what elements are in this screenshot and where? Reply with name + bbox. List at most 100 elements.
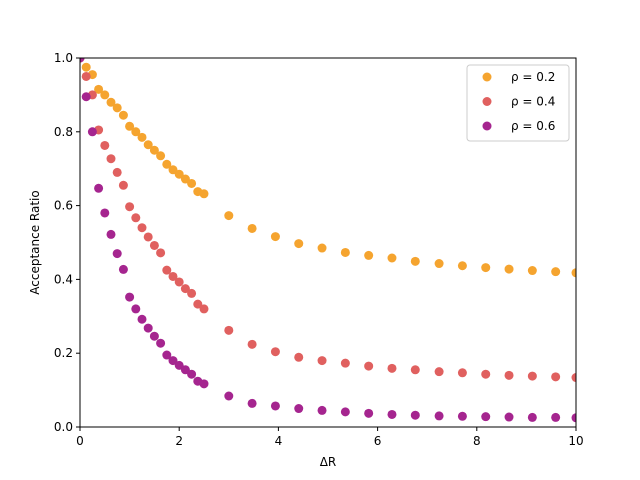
data-point-series-1 (481, 263, 491, 273)
legend-marker (482, 97, 492, 106)
data-point-series-2 (527, 371, 537, 381)
data-point-series-3 (294, 404, 304, 414)
data-point-series-1 (270, 232, 280, 242)
legend-marker (482, 121, 492, 131)
y-tick-label: 0.0 (54, 420, 73, 434)
data-point-series-1 (504, 264, 514, 274)
legend-label: ρ = 0.4 (511, 95, 555, 109)
data-point-series-3 (125, 292, 135, 302)
data-point-series-3 (457, 411, 467, 421)
data-point-series-3 (270, 401, 280, 411)
data-point-series-1 (180, 174, 190, 184)
data-point-series-3 (224, 391, 234, 401)
legend-label: ρ = 0.6 (511, 119, 555, 133)
data-point-series-2 (387, 363, 397, 373)
x-tick-label: 6 (374, 434, 382, 448)
data-point-series-3 (112, 249, 122, 259)
x-tick-label: 8 (473, 434, 481, 448)
data-point-series-1 (156, 151, 166, 161)
data-point-series-3 (162, 350, 172, 360)
data-point-series-2 (118, 180, 128, 190)
data-point-series-3 (118, 264, 128, 274)
data-point-series-2 (131, 213, 141, 223)
data-point-series-3 (387, 409, 397, 419)
data-point-series-3 (551, 412, 561, 422)
y-axis-label: Acceptance Ratio (28, 190, 42, 294)
data-point-series-3 (168, 356, 178, 366)
data-point-series-3 (434, 411, 444, 421)
data-point-series-1 (571, 268, 576, 278)
data-point-series-3 (137, 314, 147, 324)
data-point-series-1 (247, 223, 257, 233)
data-point-series-1 (131, 127, 141, 137)
x-axis-ticks: 0 2 4 6 8 10 (76, 427, 584, 448)
data-point-series-2 (125, 202, 135, 212)
data-point-series-2 (364, 361, 374, 371)
data-point-series-2 (434, 367, 444, 377)
data-point-series-3 (317, 405, 327, 415)
data-point-series-2 (149, 240, 159, 250)
data-point-series-3 (199, 379, 209, 389)
data-point-series-2 (174, 277, 184, 287)
data-point-series-1 (340, 247, 350, 257)
data-point-series-2 (504, 370, 514, 380)
data-point-series-1 (112, 103, 122, 113)
data-point-series-2 (224, 325, 234, 335)
data-point-series-2 (112, 167, 122, 177)
data-point-series-3 (187, 369, 197, 379)
data-point-series-1 (125, 121, 135, 131)
x-axis-label: ΔR (320, 455, 337, 469)
data-point-series-1 (551, 267, 561, 277)
data-point-series-3 (87, 127, 97, 137)
data-point-series-1 (168, 165, 178, 175)
data-point-series-3 (80, 58, 85, 63)
data-point-series-1 (149, 145, 159, 155)
data-point-series-3 (247, 398, 257, 408)
data-point-series-2 (156, 248, 166, 258)
data-point-series-3 (571, 413, 576, 423)
data-point-series-1 (174, 169, 184, 179)
data-point-series-2 (162, 265, 172, 275)
data-point-series-1 (106, 97, 116, 107)
x-tick-label: 2 (175, 434, 183, 448)
data-point-series-3 (106, 229, 116, 239)
y-axis-ticks: 0.0 0.2 0.4 0.6 0.8 1.0 (54, 51, 80, 434)
data-point-series-2 (81, 71, 91, 81)
y-tick-label: 0.6 (54, 199, 73, 213)
data-point-series-2 (168, 271, 178, 281)
data-point-series-1 (94, 84, 104, 94)
data-point-series-3 (504, 412, 514, 422)
data-point-series-2 (270, 347, 280, 357)
data-point-series-1 (137, 132, 147, 142)
y-tick-label: 0.8 (54, 125, 73, 139)
data-point-series-2 (199, 304, 209, 314)
data-point-series-2 (193, 299, 203, 309)
data-point-series-1 (387, 253, 397, 263)
data-point-series-3 (149, 331, 159, 341)
data-point-series-2 (410, 365, 420, 375)
data-point-series-2 (551, 372, 561, 382)
y-tick-label: 0.2 (54, 346, 73, 360)
data-point-series-1 (457, 261, 467, 271)
data-point-series-1 (162, 159, 172, 169)
data-point-series-3 (340, 407, 350, 417)
data-point-series-2 (294, 352, 304, 362)
data-point-series-3 (527, 412, 537, 422)
data-point-series-3 (100, 208, 110, 218)
legend: ρ = 0.2 ρ = 0.4 ρ = 0.6 (466, 64, 570, 142)
data-point-series-2 (481, 369, 491, 379)
data-point-series-3 (481, 412, 491, 422)
data-point-series-3 (94, 183, 104, 193)
data-point-series-2 (247, 339, 257, 349)
x-tick-label: 0 (76, 434, 84, 448)
data-point-series-1 (317, 243, 327, 253)
data-point-series-1 (434, 259, 444, 269)
data-point-series-2 (137, 223, 147, 233)
data-point-series-3 (180, 365, 190, 375)
data-point-series-1 (199, 189, 209, 199)
plot-frame (79, 57, 577, 428)
x-tick-label: 10 (568, 434, 583, 448)
data-point-series-3 (364, 408, 374, 418)
data-point-series-3 (174, 360, 184, 370)
